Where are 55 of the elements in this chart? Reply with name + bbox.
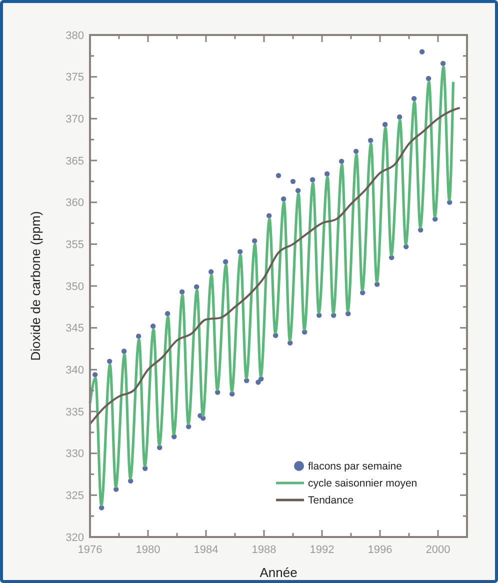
point	[310, 177, 316, 182]
x-tick-label: 1988	[252, 544, 276, 556]
point	[237, 249, 243, 254]
x-axis-title: Année	[260, 565, 298, 580]
line-series	[89, 106, 461, 426]
point	[179, 289, 185, 294]
point	[396, 114, 402, 120]
point	[276, 172, 282, 178]
x-tick-label: 1984	[194, 544, 218, 556]
x-tick-label: 1980	[136, 544, 160, 556]
y-tick-label: 350	[66, 280, 84, 293]
point	[368, 138, 374, 144]
point	[121, 348, 127, 354]
y-tick-label: 330	[66, 448, 84, 460]
point	[290, 178, 296, 184]
point	[295, 188, 301, 194]
y-tick-label: 360	[66, 197, 84, 210]
y-tick-label: 365	[66, 155, 84, 168]
point	[353, 148, 359, 154]
y-tick-label: 380	[66, 30, 84, 42]
point	[222, 259, 228, 264]
y-tick-label: 375	[66, 72, 84, 84]
x-tick-label: 1996	[368, 544, 392, 556]
point	[419, 49, 425, 54]
x-tick-label: 2000	[426, 544, 450, 556]
legend-label: flacons par semaine	[308, 460, 402, 473]
y-tick-label: 335	[66, 406, 84, 418]
point	[280, 196, 286, 202]
x-tick-label: 1976	[78, 544, 102, 556]
point	[136, 334, 142, 339]
y-tick-label: 340	[66, 364, 84, 377]
y-axis-title: Dioxide de carbone (ppm)	[28, 211, 43, 361]
point	[338, 158, 344, 164]
point	[208, 269, 214, 274]
y-tick-label: 320	[66, 532, 84, 544]
point	[252, 238, 258, 244]
point	[266, 213, 272, 218]
legend-label: Tendance	[308, 494, 354, 507]
point	[411, 96, 417, 102]
point	[194, 284, 200, 290]
y-tick-label: 370	[66, 114, 84, 126]
point	[440, 60, 446, 66]
point	[150, 324, 156, 329]
y-tick-label: 355	[66, 239, 84, 252]
point	[106, 358, 112, 364]
x-tick-label: 1992	[310, 544, 334, 556]
legend-label: cycle saisonnier moyen	[308, 478, 418, 490]
point	[426, 76, 432, 82]
point	[382, 122, 388, 128]
point	[164, 311, 170, 316]
point	[256, 380, 261, 385]
point	[92, 372, 98, 378]
point	[324, 171, 330, 176]
y-tick-label: 325	[66, 490, 84, 502]
y-tick-label: 345	[66, 322, 84, 335]
